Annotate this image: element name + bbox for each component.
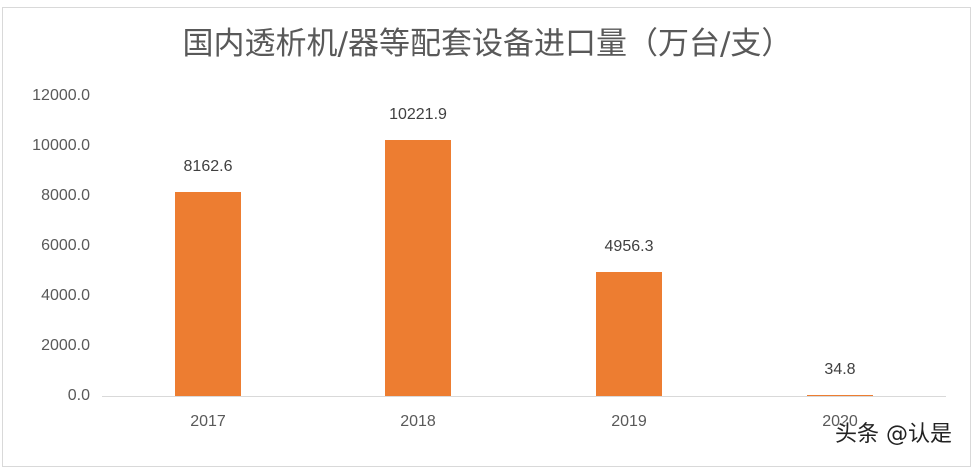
watermark: 头条 @认是 — [835, 422, 952, 447]
y-tick-label: 8000.0 — [41, 187, 90, 204]
x-tick-label: 2019 — [611, 413, 647, 430]
data-label-2020: 34.8 — [824, 361, 856, 379]
y-tick-label: 4000.0 — [41, 287, 90, 304]
y-tick-label: 0.0 — [67, 387, 90, 404]
x-tick-label: 2018 — [400, 413, 436, 430]
x-tick-label: 2020 — [822, 413, 858, 430]
bar-2019 — [596, 272, 662, 396]
chart-title: 国内透析机/器等配套设备进口量（万台/支） — [182, 26, 793, 62]
bar-2018 — [385, 140, 451, 396]
x-axis-line — [102, 396, 946, 397]
data-label-2018: 10221.9 — [389, 106, 447, 124]
bar-2020 — [807, 395, 873, 396]
y-tick-label: 2000.0 — [41, 337, 90, 354]
x-tick-label: 2017 — [190, 413, 226, 430]
bar-2017 — [175, 191, 241, 396]
chart-frame — [2, 7, 971, 467]
data-label-2017: 8162.6 — [183, 157, 233, 175]
y-tick-label: 6000.0 — [41, 237, 90, 254]
y-tick-label: 10000.0 — [32, 137, 90, 154]
y-tick-label: 12000.0 — [32, 87, 90, 104]
data-label-2019: 4956.3 — [604, 238, 654, 256]
